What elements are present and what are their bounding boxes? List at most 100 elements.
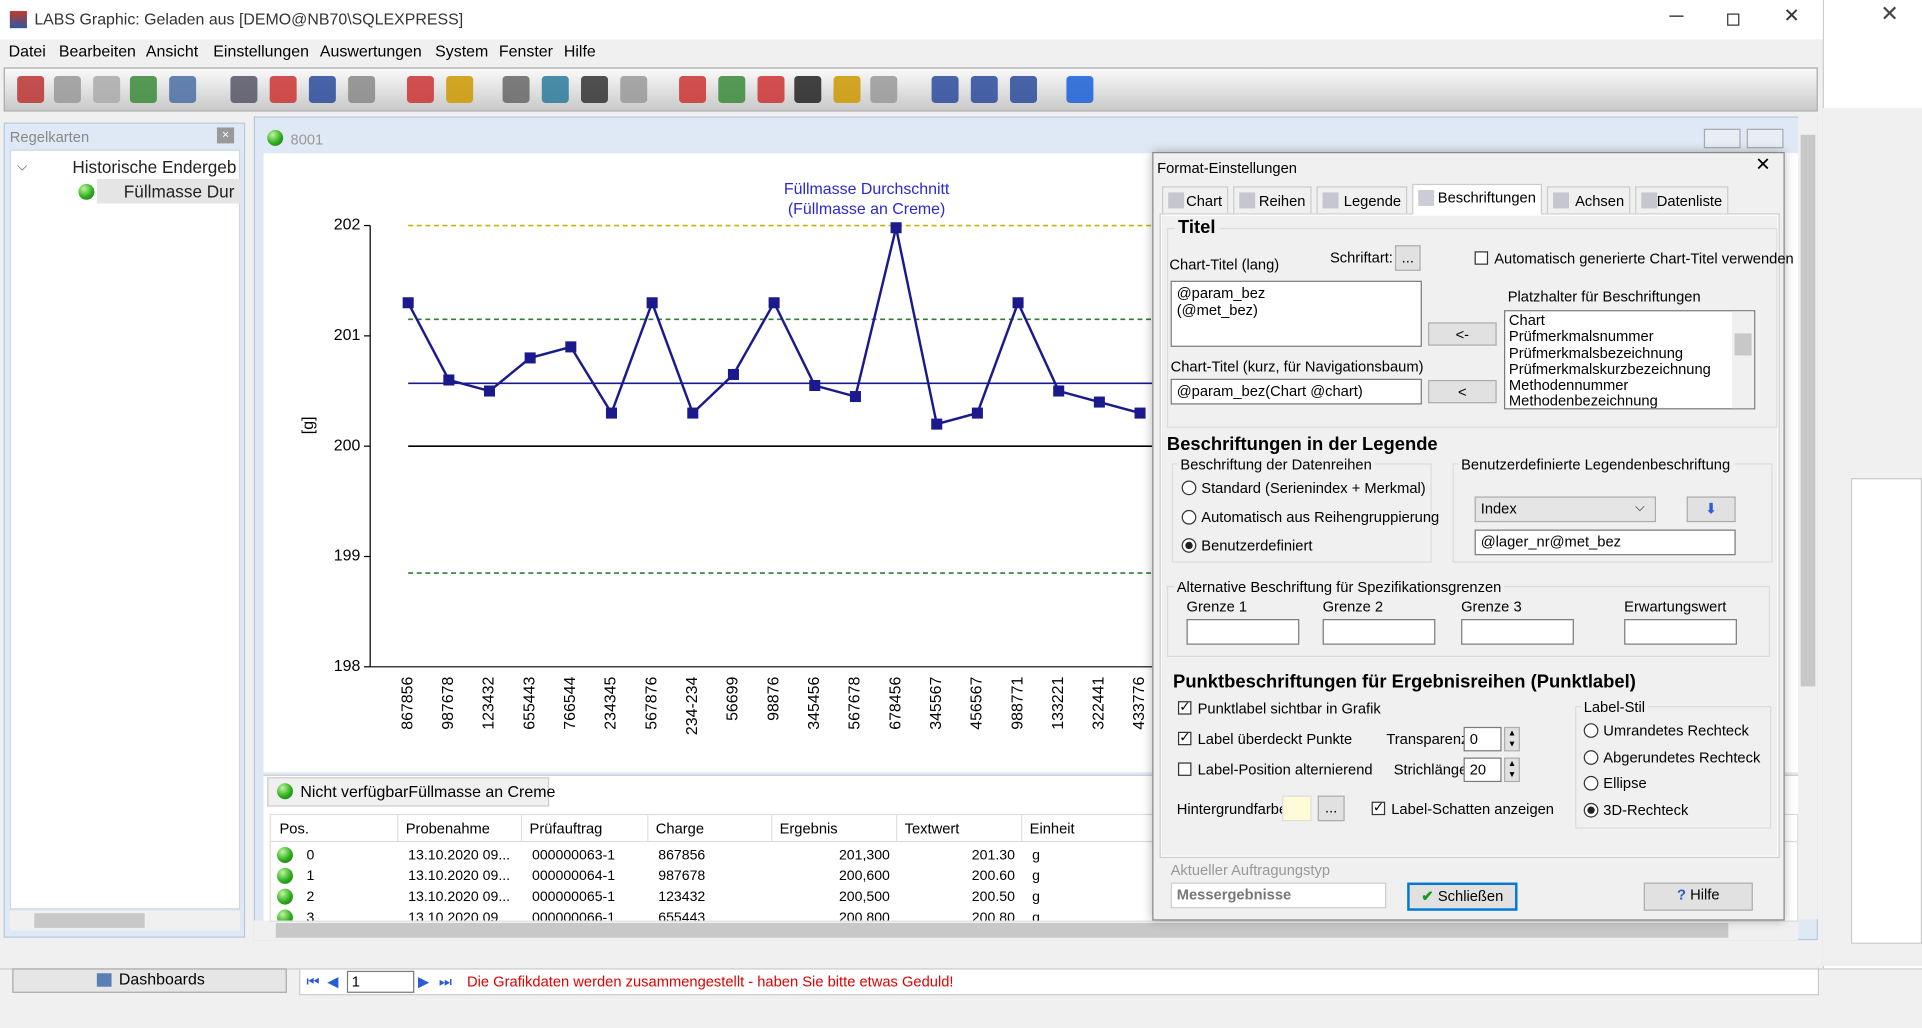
radio-button[interactable] — [1583, 775, 1599, 791]
long-title-input[interactable]: @param_bez (@met_bez) — [1170, 280, 1422, 347]
help-button[interactable]: ? Hilfe — [1643, 882, 1753, 911]
insert-button[interactable]: <- — [1428, 322, 1497, 346]
nav-last[interactable]: ⏭ — [438, 973, 453, 991]
dialog-close[interactable]: ✕ — [1755, 154, 1771, 176]
sidebar-close[interactable]: × — [216, 127, 235, 144]
dashboards-label[interactable]: Dashboards — [118, 969, 205, 988]
dash-input[interactable]: 20 — [1463, 757, 1502, 783]
toolbar-button[interactable] — [757, 75, 785, 103]
limit-input[interactable] — [1322, 619, 1436, 645]
tree-node[interactable]: Historische Endergeb — [72, 156, 237, 177]
radio-button[interactable] — [1583, 802, 1599, 817]
apply-button[interactable]: ⬇ — [1686, 496, 1736, 523]
data-tab[interactable] — [267, 777, 550, 807]
minimize-button[interactable]: ─ — [1669, 6, 1684, 27]
toolbar-button[interactable] — [406, 75, 434, 103]
window-restore[interactable] — [1746, 128, 1784, 149]
tree-expander[interactable]: ⌵ — [17, 159, 28, 175]
toolbar-button[interactable] — [1066, 75, 1094, 103]
checkbox[interactable]: ✓ — [1371, 800, 1386, 816]
column-header[interactable]: Probenahme — [405, 820, 490, 838]
maximize-button[interactable] — [1727, 13, 1740, 26]
checkbox[interactable] — [1474, 251, 1489, 265]
toolbar-button[interactable] — [794, 75, 822, 103]
scroll-thumb[interactable] — [1800, 134, 1816, 687]
toolbar-button[interactable] — [269, 75, 297, 103]
toolbar-button[interactable] — [620, 75, 648, 103]
dialog-tab[interactable]: Achsen — [1546, 186, 1631, 214]
dialog-tab[interactable]: Reihen — [1233, 186, 1312, 214]
column-header[interactable]: Charge — [655, 820, 705, 838]
toolbar-button[interactable] — [169, 75, 197, 103]
toolbar-button[interactable] — [679, 75, 707, 103]
toolbar-button[interactable] — [970, 75, 998, 103]
limit-input[interactable] — [1186, 619, 1300, 645]
limit-input[interactable] — [1461, 619, 1574, 645]
toolbar-button[interactable] — [581, 75, 608, 103]
index-select[interactable]: Index — [1474, 496, 1657, 523]
scroll-thumb[interactable] — [275, 923, 1729, 938]
spinner[interactable]: ▲ ▼ — [1504, 726, 1520, 752]
toolbar-button[interactable] — [446, 75, 474, 103]
nav-prev[interactable]: ◀ — [327, 973, 339, 991]
close-dialog-button[interactable]: ✔ Schließen — [1407, 882, 1518, 911]
transparency-input[interactable]: 0 — [1463, 726, 1502, 752]
menu-item[interactable]: Einstellungen — [213, 41, 309, 61]
toolbar-button[interactable] — [17, 75, 45, 103]
column-header[interactable]: Einheit — [1029, 820, 1075, 838]
radio-button[interactable] — [1583, 749, 1599, 765]
toolbar-button[interactable] — [1010, 75, 1038, 103]
tree-node[interactable]: Füllmasse Dur — [123, 181, 235, 202]
list-item[interactable]: Methodenbezeichnung — [1508, 392, 1658, 410]
checkbox[interactable]: ✓ — [1177, 699, 1192, 715]
dialog-tab[interactable]: Datenliste — [1635, 186, 1729, 214]
select-arrow[interactable]: ⌵ — [1635, 501, 1645, 515]
toolbar-button[interactable] — [833, 75, 861, 103]
toolbar-button[interactable] — [931, 75, 959, 103]
menu-item[interactable]: System — [435, 41, 489, 61]
menu-item[interactable]: Datei — [8, 41, 46, 61]
placeholder-list[interactable]: Chart Prüfmerkmalsnummer Prüfmerkmalsbezei… — [1504, 310, 1756, 410]
legend-text-input[interactable]: @lager_nr@met_bez — [1474, 529, 1736, 556]
column-header[interactable]: Textwert — [904, 820, 960, 838]
toolbar-button[interactable] — [53, 75, 81, 103]
checkbox[interactable]: ✓ — [1177, 730, 1192, 746]
menu-item[interactable]: Fenster — [498, 41, 553, 61]
column-header[interactable]: Pos. — [279, 820, 309, 838]
toolbar-button[interactable] — [502, 75, 530, 103]
bg-close[interactable]: ✕ — [1880, 1, 1899, 26]
menu-item[interactable]: Ansicht — [145, 41, 199, 61]
color-swatch[interactable] — [1282, 795, 1312, 822]
menu-item[interactable]: Auswertungen — [319, 41, 422, 61]
list-item[interactable]: Prüfmerkmalskurzbezeichnung — [1508, 360, 1711, 378]
toolbar-button[interactable] — [348, 75, 376, 103]
toolbar-button[interactable] — [870, 75, 898, 103]
list-scrollbar[interactable] — [1732, 311, 1755, 409]
radio-button[interactable] — [1181, 480, 1197, 496]
spinner[interactable]: ▲ ▼ — [1504, 757, 1520, 783]
close-button[interactable]: ✕ — [1783, 6, 1800, 27]
short-title-input[interactable]: @param_bez(Chart @chart) — [1170, 378, 1422, 405]
list-item[interactable]: Prüfmerkmalsnummer — [1508, 327, 1654, 345]
list-item[interactable]: Methodennummer — [1508, 376, 1629, 394]
checkbox[interactable] — [1177, 762, 1192, 776]
nav-next[interactable]: ▶ — [417, 973, 430, 991]
dashboards-tab[interactable] — [12, 968, 287, 993]
toolbar-button[interactable] — [718, 75, 746, 103]
page-input[interactable]: 1 — [346, 970, 415, 993]
radio-button[interactable] — [1181, 538, 1197, 553]
scroll-thumb[interactable] — [34, 913, 145, 928]
column-header[interactable]: Prüfauftrag — [529, 820, 603, 838]
radio-button[interactable] — [1583, 723, 1599, 738]
menu-item[interactable]: Hilfe — [563, 41, 596, 61]
list-item[interactable]: Prüfmerkmalsbezeichnung — [1508, 343, 1684, 362]
limit-input[interactable] — [1624, 619, 1737, 645]
nav-first[interactable]: ⏮ — [306, 973, 320, 991]
scroll-thumb[interactable] — [1734, 333, 1752, 356]
dialog-tab[interactable]: Chart — [1162, 186, 1229, 214]
toolbar-button[interactable] — [230, 75, 258, 103]
menu-item[interactable]: Bearbeiten — [58, 41, 136, 61]
dialog-tab[interactable]: Beschriftungen — [1412, 183, 1543, 215]
color-button[interactable]: ... — [1317, 795, 1345, 822]
column-header[interactable]: Ergebnis — [779, 820, 838, 838]
